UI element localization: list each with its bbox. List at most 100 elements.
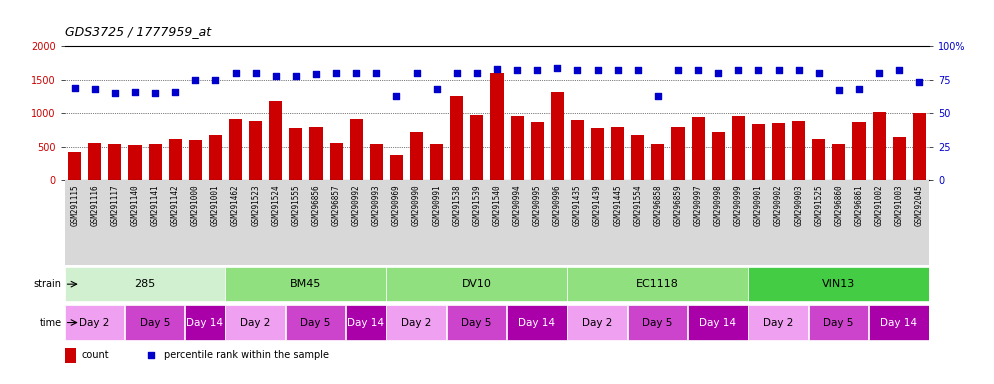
Bar	[507, 305, 567, 340]
Point	[188, 76, 204, 83]
Point	[811, 70, 827, 76]
Text: Day 2: Day 2	[401, 318, 431, 328]
Point	[630, 67, 646, 73]
Point	[449, 70, 465, 76]
Bar	[226, 305, 285, 340]
Bar	[387, 305, 446, 340]
Bar	[229, 119, 243, 180]
Bar	[446, 305, 506, 340]
Bar	[568, 305, 627, 340]
Text: GSM290994: GSM290994	[513, 185, 522, 226]
Point	[288, 73, 304, 79]
Text: count: count	[82, 350, 109, 360]
Bar	[893, 137, 906, 180]
Point	[770, 67, 786, 73]
Point	[892, 67, 908, 73]
Text: Day 5: Day 5	[642, 318, 673, 328]
Bar	[69, 152, 82, 180]
Text: GSM292045: GSM292045	[914, 185, 923, 226]
Bar	[148, 144, 162, 180]
Text: GSM291523: GSM291523	[251, 185, 260, 226]
Text: GSM290997: GSM290997	[694, 185, 703, 226]
Text: GSM291439: GSM291439	[593, 185, 602, 226]
Bar	[410, 132, 423, 180]
Bar	[688, 305, 747, 340]
Text: GSM290998: GSM290998	[714, 185, 723, 226]
Bar	[249, 121, 262, 180]
Bar	[65, 267, 225, 301]
Point	[428, 86, 444, 92]
Text: 285: 285	[134, 279, 155, 289]
Bar	[531, 122, 544, 180]
Text: Day 5: Day 5	[823, 318, 854, 328]
Text: GSM290903: GSM290903	[794, 185, 803, 226]
Bar	[346, 305, 386, 340]
Text: Day 5: Day 5	[139, 318, 170, 328]
Text: Day 14: Day 14	[518, 318, 556, 328]
Point	[790, 67, 806, 73]
Bar	[226, 267, 386, 301]
Point	[369, 70, 385, 76]
Point	[328, 70, 344, 76]
Text: GSM291002: GSM291002	[875, 185, 884, 226]
Text: GSM290991: GSM290991	[432, 185, 441, 226]
Point	[550, 65, 566, 71]
Text: GSM291001: GSM291001	[211, 185, 220, 226]
Bar	[350, 119, 363, 180]
Point	[348, 70, 364, 76]
Text: Day 14: Day 14	[700, 318, 737, 328]
Bar	[286, 305, 345, 340]
Bar	[108, 144, 121, 180]
Text: Day 5: Day 5	[461, 318, 492, 328]
Point	[609, 67, 625, 73]
Bar	[169, 139, 182, 180]
Text: GSM291540: GSM291540	[492, 185, 502, 226]
Bar	[387, 267, 567, 301]
Point	[650, 93, 666, 99]
Point	[750, 67, 766, 73]
Text: GSM291435: GSM291435	[573, 185, 581, 226]
Text: GSM290993: GSM290993	[372, 185, 381, 226]
Bar	[568, 267, 747, 301]
Bar	[269, 101, 282, 180]
Bar	[470, 114, 483, 180]
Text: Day 2: Day 2	[581, 318, 612, 328]
Bar	[125, 305, 185, 340]
Bar	[809, 305, 868, 340]
Point	[389, 93, 405, 99]
Bar	[88, 143, 101, 180]
Point	[127, 89, 143, 95]
Text: Day 5: Day 5	[300, 318, 331, 328]
Bar	[209, 136, 222, 180]
Text: GSM291462: GSM291462	[231, 185, 241, 226]
Text: GSM296856: GSM296856	[311, 185, 320, 226]
Text: Day 2: Day 2	[763, 318, 793, 328]
Bar	[832, 144, 846, 180]
Text: GSM290995: GSM290995	[533, 185, 542, 226]
Point	[570, 67, 585, 73]
Point	[731, 67, 746, 73]
Bar	[571, 120, 584, 180]
Text: GSM291117: GSM291117	[110, 185, 119, 226]
Text: GSM291141: GSM291141	[151, 185, 160, 226]
Point	[143, 352, 159, 358]
Point	[208, 76, 224, 83]
Point	[711, 70, 727, 76]
Bar	[65, 348, 76, 363]
Point	[228, 70, 244, 76]
Text: GSM291539: GSM291539	[472, 185, 481, 226]
Point	[529, 67, 545, 73]
Text: GSM291538: GSM291538	[452, 185, 461, 226]
Text: percentile rank within the sample: percentile rank within the sample	[164, 350, 329, 360]
Text: GSM291445: GSM291445	[613, 185, 622, 226]
Bar	[390, 155, 403, 180]
Text: DV10: DV10	[461, 279, 491, 289]
Text: GSM291524: GSM291524	[271, 185, 280, 226]
Text: GSM291142: GSM291142	[171, 185, 180, 226]
Text: strain: strain	[34, 279, 62, 289]
Bar	[751, 124, 765, 180]
Bar	[853, 122, 866, 180]
Text: GSM296860: GSM296860	[834, 185, 843, 226]
Point	[589, 67, 605, 73]
Text: GSM291115: GSM291115	[71, 185, 80, 226]
